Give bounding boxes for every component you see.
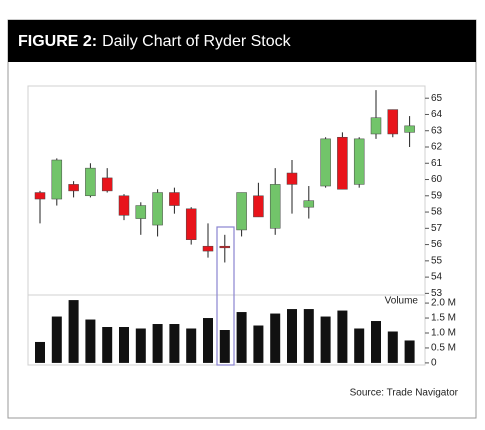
y-tick-label: 62: [431, 142, 443, 153]
source-note: Source: Trade Navigator: [350, 388, 459, 399]
volume-bar: [169, 324, 180, 363]
volume-bar: [404, 340, 415, 363]
volume-bar: [337, 310, 348, 363]
candle-body: [34, 192, 46, 200]
volume-bar: [119, 327, 129, 363]
candle-body: [269, 184, 281, 229]
volume-bar: [303, 309, 314, 363]
y-tick-label: 63: [431, 125, 443, 136]
volume-bar: [371, 321, 381, 363]
header-bar: [8, 20, 476, 62]
chart-title: Daily Chart of Ryder Stock: [102, 33, 292, 50]
volume-bar: [354, 328, 365, 363]
candle-body: [253, 195, 264, 218]
volume-bar: [186, 328, 197, 363]
candle-body: [320, 138, 331, 187]
candle-body: [152, 192, 163, 226]
volume-bar: [270, 313, 281, 363]
candle-body: [236, 192, 247, 231]
highlight-box: [216, 226, 235, 366]
y-tick-label: 57: [431, 223, 443, 234]
y-tick-label: 2.0 M: [431, 298, 456, 309]
volume-bar: [135, 328, 146, 363]
y-tick-label: 59: [431, 190, 443, 201]
candle-body: [135, 205, 147, 219]
candle-body: [101, 177, 113, 192]
candle-body: [202, 245, 214, 252]
y-tick-label: 60: [431, 174, 443, 185]
candle-body: [169, 192, 180, 206]
y-tick-label: 64: [431, 109, 443, 120]
volume-bar: [287, 309, 297, 363]
candle-body: [337, 136, 348, 190]
y-tick-label: 56: [431, 239, 443, 250]
volume-bar: [51, 316, 62, 363]
figure-label: FIGURE 2:: [18, 33, 97, 50]
y-tick-label: 53: [431, 288, 443, 299]
volume-bar: [68, 300, 79, 363]
candle-body: [118, 195, 130, 216]
candle-body: [353, 138, 365, 185]
y-tick-label: 55: [431, 255, 443, 266]
volume-bar: [85, 319, 96, 363]
volume-bar: [152, 324, 163, 363]
candle-body: [286, 172, 298, 185]
volume-bar: [35, 341, 45, 363]
volume-bar: [102, 327, 113, 363]
volume-label: Volume: [385, 296, 419, 307]
y-tick-label: 61: [431, 158, 443, 169]
candle-body: [68, 184, 79, 192]
y-tick-label: 65: [431, 93, 443, 104]
candle-body: [387, 109, 399, 135]
candle-body: [85, 167, 96, 197]
candle-body: [370, 117, 382, 135]
volume-bar: [253, 325, 264, 363]
y-tick-label: 54: [431, 272, 443, 283]
candle-body: [51, 159, 63, 200]
volume-bar: [203, 318, 213, 363]
y-tick-label: 0: [431, 358, 437, 369]
y-tick-label: 58: [431, 207, 443, 218]
y-tick-label: 1.5 M: [431, 313, 456, 324]
figure-heading: FIGURE 2: Daily Chart of Ryder Stock: [18, 33, 292, 50]
y-tick-label: 0.5 M: [431, 343, 456, 354]
volume-bar: [320, 316, 331, 363]
candle-body: [185, 208, 197, 240]
volume-bar: [219, 330, 230, 363]
candle-body: [404, 125, 415, 133]
volume-bar: [236, 312, 247, 363]
volume-bar: [387, 331, 398, 363]
candle-body: [303, 200, 315, 208]
candle-body: [219, 245, 231, 249]
y-tick-label: 1.0 M: [431, 328, 456, 339]
